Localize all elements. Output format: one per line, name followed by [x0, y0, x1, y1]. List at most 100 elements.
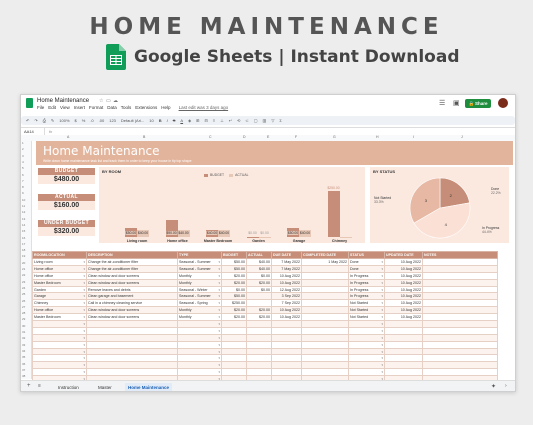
bar-budget[interactable] — [327, 190, 340, 237]
table-cell[interactable]: $20.00 — [221, 313, 247, 322]
table-cell[interactable]: ▾ — [348, 368, 385, 377]
dropdown-arrow-icon[interactable]: ▾ — [83, 391, 85, 392]
row-header[interactable]: 32 — [22, 336, 26, 341]
currency-format-button[interactable]: $ — [74, 118, 77, 123]
table-cell[interactable] — [246, 320, 272, 328]
column-header-cell[interactable]: COMPLETED DATE — [301, 251, 349, 259]
table-cell[interactable]: 7 Sep 2022 — [271, 299, 302, 308]
functions-icon[interactable]: Σ — [279, 118, 282, 123]
row-header[interactable]: 31 — [22, 330, 26, 334]
dropdown-arrow-icon[interactable]: ▾ — [381, 370, 383, 375]
dropdown-arrow-icon[interactable]: ▾ — [218, 335, 220, 340]
table-cell[interactable] — [271, 333, 302, 342]
merge-cells-icon[interactable]: ⊟ — [204, 118, 208, 123]
dropdown-arrow-icon[interactable]: ▾ — [218, 259, 220, 264]
table-cell[interactable] — [246, 299, 272, 308]
table-cell[interactable] — [246, 292, 272, 301]
row-header[interactable]: 13 — [22, 216, 26, 221]
table-cell[interactable]: 10 Aug 2022 — [271, 271, 302, 280]
dropdown-arrow-icon[interactable]: ▾ — [83, 287, 85, 292]
table-cell[interactable] — [422, 354, 498, 363]
dropdown-arrow-icon[interactable]: ▾ — [381, 363, 383, 368]
table-cell[interactable] — [301, 333, 349, 342]
table-cell[interactable]: ▾ — [32, 354, 87, 363]
table-cell[interactable]: ▾ — [177, 326, 222, 335]
table-cell[interactable]: 1 May 2022 — [301, 258, 349, 266]
table-cell[interactable]: ▾ — [177, 368, 222, 377]
table-cell[interactable] — [422, 306, 498, 315]
table-cell[interactable]: ▾ — [177, 333, 222, 342]
column-header-cell[interactable]: BUDGET — [221, 251, 247, 259]
table-cell[interactable] — [221, 361, 247, 370]
row-header[interactable]: 35 — [22, 355, 26, 360]
table-cell[interactable] — [246, 340, 272, 349]
sheets-doc-icon[interactable] — [26, 98, 33, 108]
table-cell[interactable] — [384, 354, 423, 363]
table-cell[interactable] — [221, 368, 247, 377]
table-cell[interactable]: ▾ — [32, 340, 87, 349]
row-header[interactable]: 36 — [22, 361, 26, 366]
all-sheets-icon[interactable]: ≡ — [38, 383, 41, 389]
table-cell[interactable]: ▾ — [177, 320, 222, 328]
dropdown-arrow-icon[interactable]: ▾ — [218, 280, 220, 285]
dropdown-arrow-icon[interactable]: ▾ — [381, 273, 383, 278]
dropdown-arrow-icon[interactable]: ▾ — [218, 321, 220, 326]
dropdown-arrow-icon[interactable]: ▾ — [83, 377, 85, 381]
dropdown-arrow-icon[interactable]: ▾ — [381, 377, 383, 381]
row-header[interactable]: 20 — [22, 260, 26, 265]
row-header[interactable]: 5 — [22, 166, 24, 171]
table-cell[interactable]: ▾ Garden — [32, 285, 87, 294]
dropdown-arrow-icon[interactable]: ▾ — [381, 280, 383, 285]
dropdown-arrow-icon[interactable]: ▾ — [83, 328, 85, 333]
table-cell[interactable]: ▾ — [348, 333, 385, 342]
table-cell[interactable] — [221, 320, 247, 328]
table-cell[interactable] — [384, 361, 423, 370]
table-cell[interactable] — [271, 354, 302, 363]
table-cell[interactable]: $0.00 — [246, 285, 272, 294]
dropdown-arrow-icon[interactable]: ▾ — [381, 342, 383, 347]
column-header-cell[interactable]: ACTUAL — [246, 251, 272, 259]
table-cell[interactable]: $0.00 — [246, 271, 272, 280]
table-cell[interactable] — [86, 368, 178, 377]
table-cell[interactable] — [301, 320, 349, 328]
dropdown-arrow-icon[interactable]: ▾ — [218, 315, 220, 320]
table-cell[interactable]: ▾ — [32, 361, 87, 370]
dropdown-arrow-icon[interactable]: ▾ — [381, 301, 383, 306]
valign-icon[interactable]: ⊥ — [220, 118, 224, 123]
by-status-chart[interactable]: BY STATUS 2 Done 22.2% 4 In Progress 44.4% 3 No… — [370, 167, 509, 243]
table-cell[interactable] — [422, 292, 498, 301]
percent-format-button[interactable]: % — [81, 118, 86, 123]
table-cell[interactable]: ▾ — [348, 354, 385, 363]
table-cell[interactable] — [301, 306, 349, 315]
dropdown-arrow-icon[interactable]: ▾ — [381, 308, 383, 313]
dropdown-arrow-icon[interactable]: ▾ — [218, 377, 220, 381]
dropdown-arrow-icon[interactable]: ▾ — [83, 335, 85, 340]
column-header[interactable]: H — [376, 135, 379, 139]
dropdown-arrow-icon[interactable]: ▾ — [83, 342, 85, 347]
pie-slice-in-progress[interactable] — [413, 202, 471, 239]
dropdown-arrow-icon[interactable]: ▾ — [218, 363, 220, 368]
table-cell[interactable] — [221, 354, 247, 363]
dropdown-arrow-icon[interactable]: ▾ — [218, 294, 220, 299]
dropdown-arrow-icon[interactable]: ▾ — [218, 391, 220, 392]
table-cell[interactable] — [422, 299, 498, 308]
table-cell[interactable]: ▾ Home office — [32, 306, 87, 315]
column-header[interactable]: G — [333, 135, 336, 139]
table-cell[interactable]: ▾ Seasonal - Summer — [177, 258, 222, 266]
dropdown-arrow-icon[interactable]: ▾ — [83, 259, 85, 264]
dropdown-arrow-icon[interactable]: ▾ — [83, 294, 85, 299]
column-header-cell[interactable]: DESCRIPTION — [86, 251, 178, 259]
table-cell[interactable]: $20.00 — [246, 278, 272, 287]
table-cell[interactable] — [246, 354, 272, 363]
table-cell[interactable]: ▾ Seasonal - Spring — [177, 299, 222, 308]
dropdown-arrow-icon[interactable]: ▾ — [83, 280, 85, 285]
table-cell[interactable] — [246, 333, 272, 342]
table-cell[interactable]: ▾ Master Bedroom — [32, 278, 87, 287]
menu-data[interactable]: Data — [107, 105, 117, 110]
pie-slice-done[interactable] — [439, 177, 470, 209]
table-cell[interactable]: $250.00 — [221, 299, 247, 308]
undo-icon[interactable]: ↶ — [26, 118, 30, 123]
row-header[interactable]: 17 — [22, 241, 26, 246]
tab-home-maintenance[interactable]: Home Maintenance — [125, 383, 173, 391]
filter-icon[interactable]: ▽ — [271, 118, 275, 123]
